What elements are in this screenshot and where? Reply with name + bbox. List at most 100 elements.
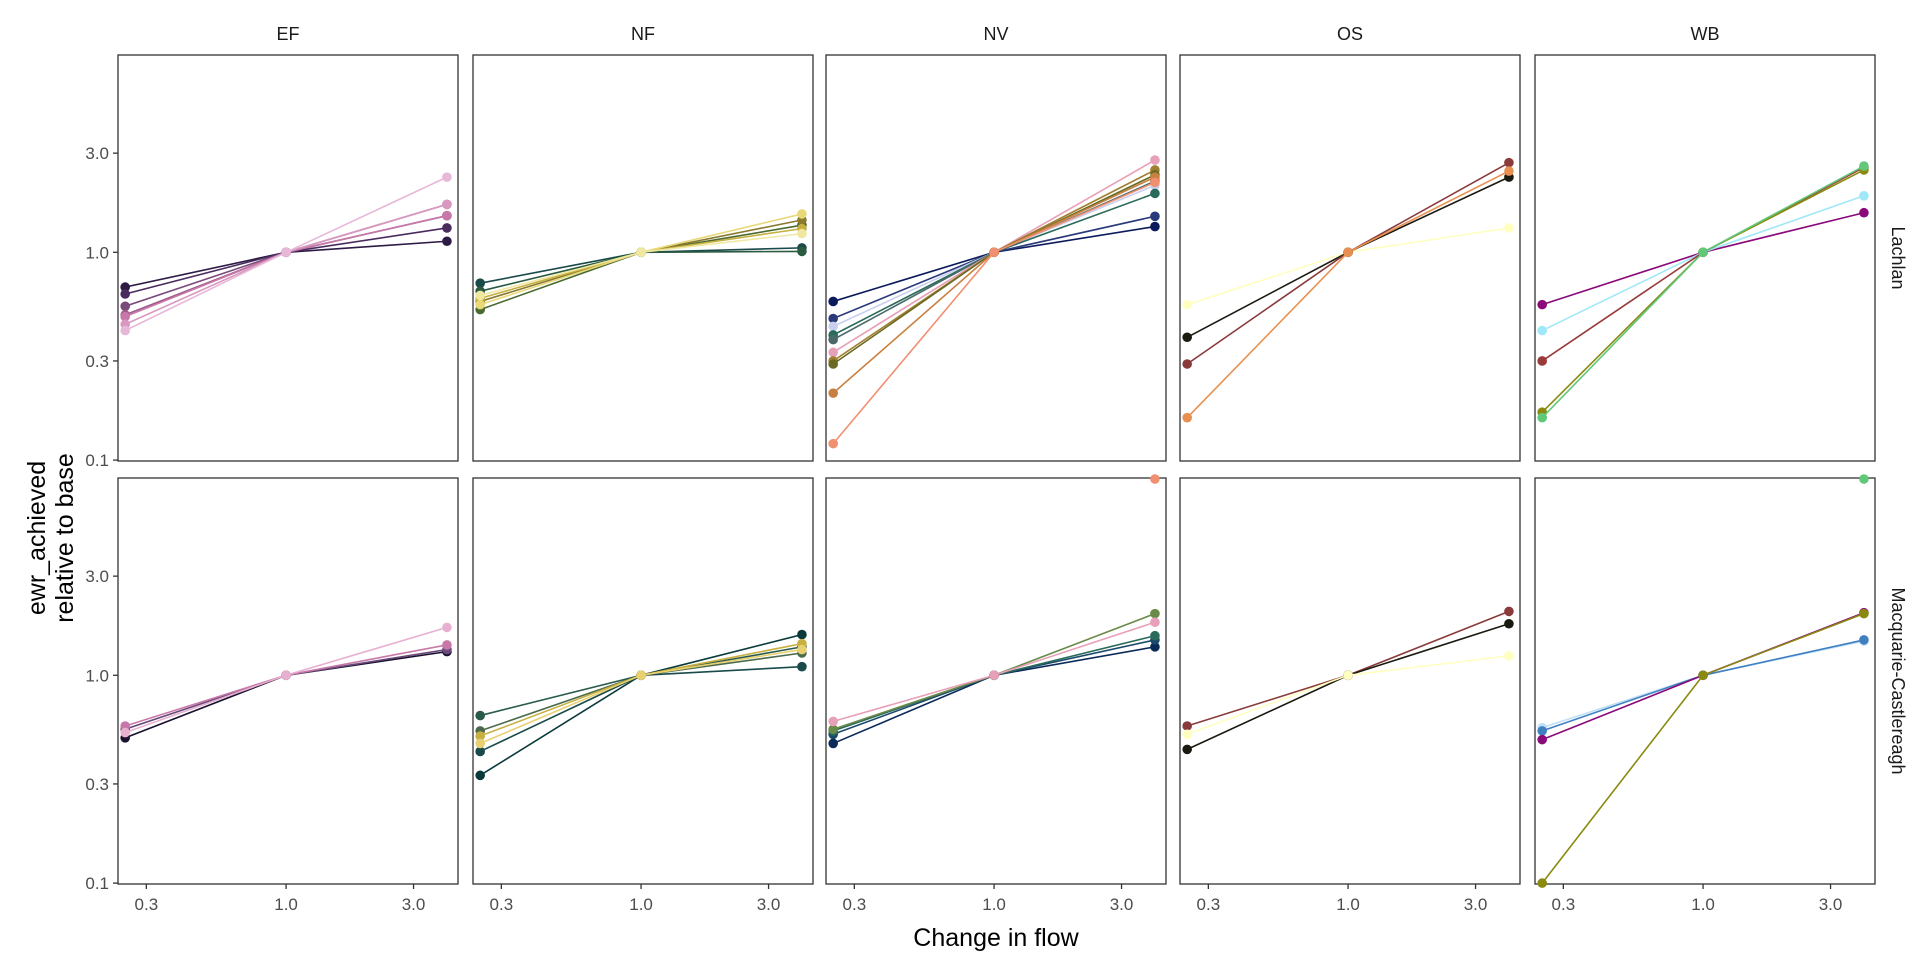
data-point (1504, 651, 1514, 661)
column-strip-label: EF (276, 24, 299, 44)
data-point (1537, 299, 1547, 310)
panel-frame (1534, 54, 1876, 462)
data-point (442, 210, 452, 221)
data-point (1150, 177, 1160, 188)
data-point (1504, 157, 1514, 168)
column-strip-label: NF (631, 24, 655, 44)
panel-frame (117, 54, 459, 462)
data-point (475, 278, 485, 288)
panel-frame (825, 54, 1167, 462)
data-point (442, 199, 452, 210)
data-point (1182, 359, 1192, 369)
data-point (1150, 211, 1160, 222)
data-point (828, 334, 838, 345)
data-point (797, 629, 807, 640)
data-point (1150, 617, 1160, 628)
panel-frame (117, 477, 459, 885)
data-point (797, 228, 807, 239)
data-point (797, 644, 807, 655)
data-point (1859, 635, 1869, 645)
data-point (989, 247, 999, 258)
panel-frame (1179, 54, 1521, 462)
data-point (1182, 299, 1192, 310)
data-point (636, 670, 646, 681)
data-point (828, 724, 838, 735)
x-tick-label: 0.3 (843, 895, 867, 914)
data-point (636, 247, 646, 258)
data-point (1859, 190, 1869, 201)
data-point (475, 738, 485, 749)
x-tick-label: 0.3 (1197, 895, 1221, 914)
data-point (1504, 223, 1514, 233)
data-point (989, 670, 999, 681)
data-point (797, 661, 807, 672)
data-point (828, 388, 838, 398)
data-point (1859, 161, 1869, 171)
data-point (120, 721, 130, 731)
row-strip-label: Macquarie-Castlereagh (1888, 587, 1908, 774)
data-point (828, 313, 838, 324)
data-point (442, 622, 452, 633)
y-tick-label: 0.3 (85, 352, 109, 371)
data-point (281, 247, 291, 258)
data-point (828, 716, 838, 727)
data-point (797, 246, 807, 257)
data-point (1537, 726, 1547, 736)
data-point (828, 347, 838, 358)
data-point (120, 325, 130, 336)
data-point (1537, 412, 1547, 423)
column-strip-label: WB (1691, 24, 1720, 44)
x-tick-label: 3.0 (1110, 895, 1134, 914)
data-point (1150, 642, 1160, 652)
panel-frame (1534, 477, 1876, 885)
data-point (828, 359, 838, 369)
data-point (828, 321, 838, 332)
data-point (475, 746, 485, 757)
data-point (1182, 744, 1192, 755)
panel-frame (825, 477, 1167, 885)
data-point (1504, 166, 1514, 176)
panel-frame (472, 477, 814, 885)
data-point (1504, 618, 1514, 629)
data-point (1343, 670, 1353, 681)
data-point (1182, 412, 1192, 423)
data-point (120, 727, 130, 738)
data-point (828, 296, 838, 307)
panel-frame (1179, 477, 1521, 885)
x-tick-label: 1.0 (274, 895, 298, 914)
data-point (475, 770, 485, 781)
data-point (120, 282, 130, 292)
data-point (1150, 221, 1160, 232)
data-point (1150, 630, 1160, 641)
data-point (475, 731, 485, 741)
data-point (1537, 325, 1547, 336)
x-axis-label: Change in flow (913, 924, 1079, 952)
data-point (120, 301, 130, 312)
data-point (828, 738, 838, 749)
data-point (1182, 332, 1192, 343)
data-point (1150, 155, 1160, 165)
data-point (1182, 721, 1192, 731)
data-point (1698, 670, 1708, 681)
y-tick-label: 0.1 (85, 874, 109, 893)
data-point (1182, 729, 1192, 740)
panel-frame (472, 54, 814, 462)
data-point (1150, 608, 1160, 619)
y-tick-label: 1.0 (85, 243, 109, 262)
data-point (475, 290, 485, 301)
data-point (442, 640, 452, 650)
x-tick-label: 1.0 (982, 895, 1006, 914)
data-point (797, 209, 807, 219)
data-point (442, 223, 452, 233)
data-point (475, 299, 485, 310)
data-point (442, 236, 452, 247)
x-tick-label: 0.3 (490, 895, 514, 914)
y-tick-label: 0.3 (85, 775, 109, 794)
column-strip-label: NV (983, 24, 1008, 44)
x-tick-label: 3.0 (1464, 895, 1488, 914)
column-strip-label: OS (1337, 24, 1363, 44)
x-tick-label: 0.3 (1552, 895, 1576, 914)
x-tick-label: 3.0 (402, 895, 426, 914)
